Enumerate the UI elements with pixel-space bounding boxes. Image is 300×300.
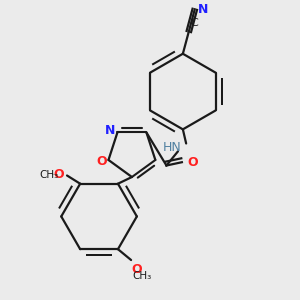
- Text: O: O: [188, 156, 198, 169]
- Text: C: C: [190, 18, 198, 28]
- Text: CH₃: CH₃: [40, 170, 59, 180]
- Text: O: O: [53, 168, 64, 181]
- Text: HN: HN: [163, 141, 181, 154]
- Text: N: N: [197, 3, 208, 16]
- Text: O: O: [131, 263, 142, 276]
- Text: O: O: [96, 155, 106, 168]
- Text: CH₃: CH₃: [133, 271, 152, 281]
- Text: methoxy: methoxy: [52, 174, 58, 175]
- Text: N: N: [105, 124, 116, 137]
